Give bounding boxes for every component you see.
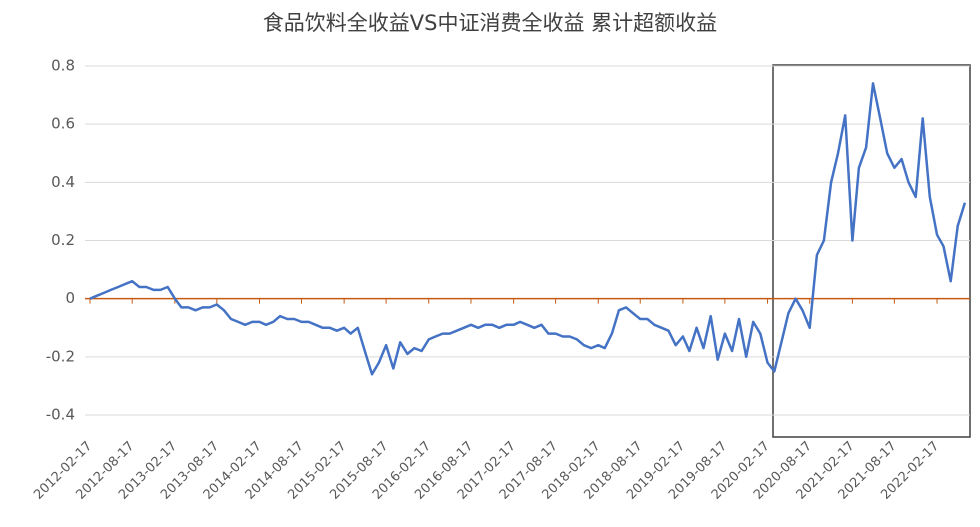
y-tick-label: -0.4 (46, 406, 75, 424)
chart-title: 食品饮料全收益VS中证消费全收益 累计超额收益 (263, 11, 717, 35)
y-tick-label: 0.4 (51, 173, 75, 191)
y-tick-label: 0.8 (51, 57, 75, 75)
y-tick-label: 0.6 (51, 115, 75, 133)
highlight-box (772, 64, 971, 438)
y-tick-label: 0.2 (51, 231, 75, 249)
y-tick-label: -0.2 (46, 347, 75, 365)
data-line (89, 82, 967, 376)
y-tick-label: 0 (65, 289, 75, 307)
